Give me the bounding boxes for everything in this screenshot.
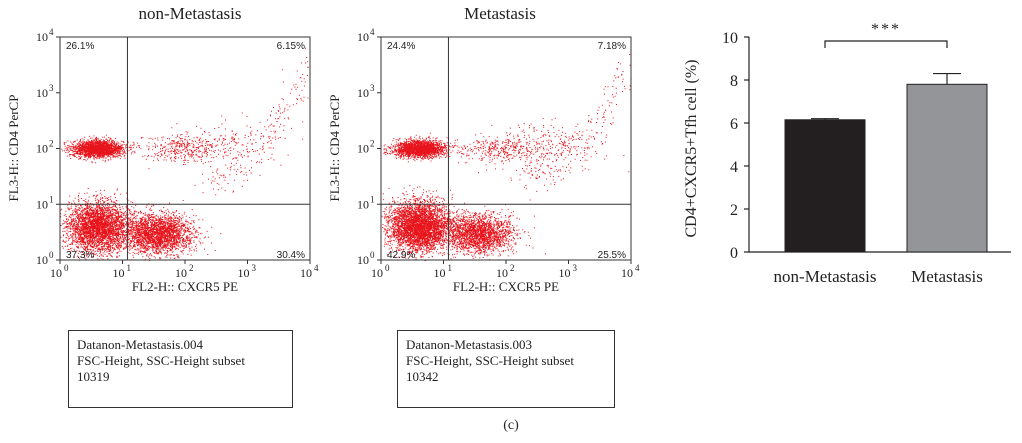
quadrant-label-lower-left: 37.3%: [66, 250, 94, 261]
x-tick-label: 10: [621, 266, 633, 280]
x-tick-exponent: 0: [385, 263, 390, 273]
y-tick-label: 10: [357, 30, 369, 44]
x-tick-exponent: 3: [573, 263, 578, 273]
info-box-non-metastasis: Datanon-Metastasis.004 FSC-Height, SSC-H…: [68, 330, 293, 408]
info-line-subset: FSC-Height, SSC-Height subset: [77, 353, 245, 368]
significance-label: ***: [871, 21, 901, 38]
y-tick-exponent: 4: [370, 27, 375, 37]
figure-caption: (c): [503, 418, 519, 433]
y-tick-label: 10: [357, 197, 369, 211]
info-line-sample: Datanon-Metastasis.004: [77, 337, 204, 352]
x-tick-exponent: 4: [314, 263, 319, 273]
info-line-subset: FSC-Height, SSC-Height subset: [406, 353, 574, 368]
bar-metastasis: [906, 83, 988, 253]
quadrant-label-upper-right: 7.18%: [598, 41, 626, 52]
quadrant-label-lower-right: 30.4%: [277, 250, 305, 261]
quadrant-label-lower-right: 25.5%: [598, 250, 626, 261]
x-tick-exponent: 1: [448, 263, 453, 273]
x-tick-label: 10: [238, 266, 250, 280]
x-tick-exponent: 1: [127, 263, 132, 273]
bar-y-tick-label: 4: [730, 159, 738, 176]
y-tick-label: 10: [357, 142, 369, 156]
y-tick-label: 10: [36, 197, 48, 211]
bar-y-tick-label: 10: [722, 30, 738, 47]
x-tick-exponent: 0: [64, 263, 69, 273]
y-tick-exponent: 0: [370, 250, 375, 260]
bar-y-tick-label: 2: [730, 202, 738, 219]
quadrant-label-upper-right: 6.15%: [277, 41, 305, 52]
bar-chart: 0 2 4 6 8 10 non-Metastasis Metastasis CD4+CXC…: [683, 21, 1011, 286]
bar-category-label: Metastasis: [911, 267, 983, 286]
x-tick-label: 10: [300, 266, 312, 280]
y-tick-exponent: 0: [49, 250, 54, 260]
panel-title: Metastasis: [464, 4, 536, 23]
bar-marks: [784, 72, 988, 253]
scatter-dots: [60, 47, 309, 261]
bar-y-axis-label: CD4+CXCR5+Tfh cell (%): [683, 59, 700, 237]
x-axis-label: FL2-H:: CXCR5 PE: [453, 279, 559, 294]
y-tick-label: 10: [36, 253, 48, 267]
bar-non-metastasis: [784, 119, 866, 253]
significance-bracket: ***: [824, 21, 948, 48]
scatter-points: [381, 54, 632, 261]
x-tick-label: 10: [559, 266, 571, 280]
bar-y-tick-label: 0: [730, 245, 738, 262]
y-tick-exponent: 2: [49, 139, 54, 149]
y-tick-exponent: 4: [49, 27, 54, 37]
scatter-dots: [381, 54, 632, 261]
y-tick-label: 10: [357, 253, 369, 267]
quadrant-label-lower-left: 42.9%: [387, 250, 415, 261]
x-tick-exponent: 3: [252, 263, 257, 273]
y-tick-label: 10: [357, 86, 369, 100]
bar-y-tick-label: 6: [730, 116, 738, 133]
y-axis-label: FL3-H:: CD4 PerCP: [6, 95, 21, 202]
y-axis-label: FL3-H:: CD4 PerCP: [327, 95, 342, 202]
scatter-panel-metastasis: Metastasis 24.4% 7.18% 42.9% 25.5% 10 0 10…: [327, 4, 640, 294]
x-tick-exponent: 2: [510, 263, 515, 273]
y-tick-exponent: 1: [49, 194, 54, 204]
x-tick-label: 10: [434, 266, 446, 280]
x-tick-label: 10: [175, 266, 187, 280]
info-line-count: 10319: [77, 369, 110, 384]
bar-y-tick-label: 8: [730, 73, 738, 90]
x-tick-exponent: 4: [635, 263, 640, 273]
y-tick-label: 10: [36, 30, 48, 44]
x-axis-label: FL2-H:: CXCR5 PE: [132, 279, 238, 294]
quadrant-label-upper-left: 24.4%: [387, 41, 415, 52]
bar-x-axis-labels: non-Metastasis Metastasis: [774, 267, 983, 286]
y-tick-label: 10: [36, 86, 48, 100]
panel-title: non-Metastasis: [139, 4, 242, 23]
y-tick-exponent: 1: [370, 194, 375, 204]
info-box-metastasis: Datanon-Metastasis.003 FSC-Height, SSC-H…: [397, 330, 615, 408]
info-line-sample: Datanon-Metastasis.003: [406, 337, 533, 352]
y-tick-exponent: 3: [370, 83, 375, 93]
y-tick-exponent: 2: [370, 139, 375, 149]
scatter-points: [60, 47, 309, 261]
y-tick-exponent: 3: [49, 83, 54, 93]
quadrant-label-upper-left: 26.1%: [66, 41, 94, 52]
x-tick-exponent: 2: [189, 263, 194, 273]
bar-category-label: non-Metastasis: [774, 267, 877, 286]
x-tick-label: 10: [50, 266, 62, 280]
scatter-panel-non-metastasis: non-Metastasis 26.1% 6.15% 37.3% 30.4% 1…: [6, 4, 319, 294]
x-axis-ticks: 10 0 10 1 10 2 10 3 10 4: [371, 260, 640, 280]
info-line-count: 10342: [406, 369, 439, 384]
x-tick-label: 10: [371, 266, 383, 280]
x-tick-label: 10: [113, 266, 125, 280]
y-tick-label: 10: [36, 142, 48, 156]
x-tick-label: 10: [496, 266, 508, 280]
significance-line: [824, 40, 948, 48]
x-axis-ticks: 10 0 10 1 10 2 10 3 10 4: [50, 260, 319, 280]
